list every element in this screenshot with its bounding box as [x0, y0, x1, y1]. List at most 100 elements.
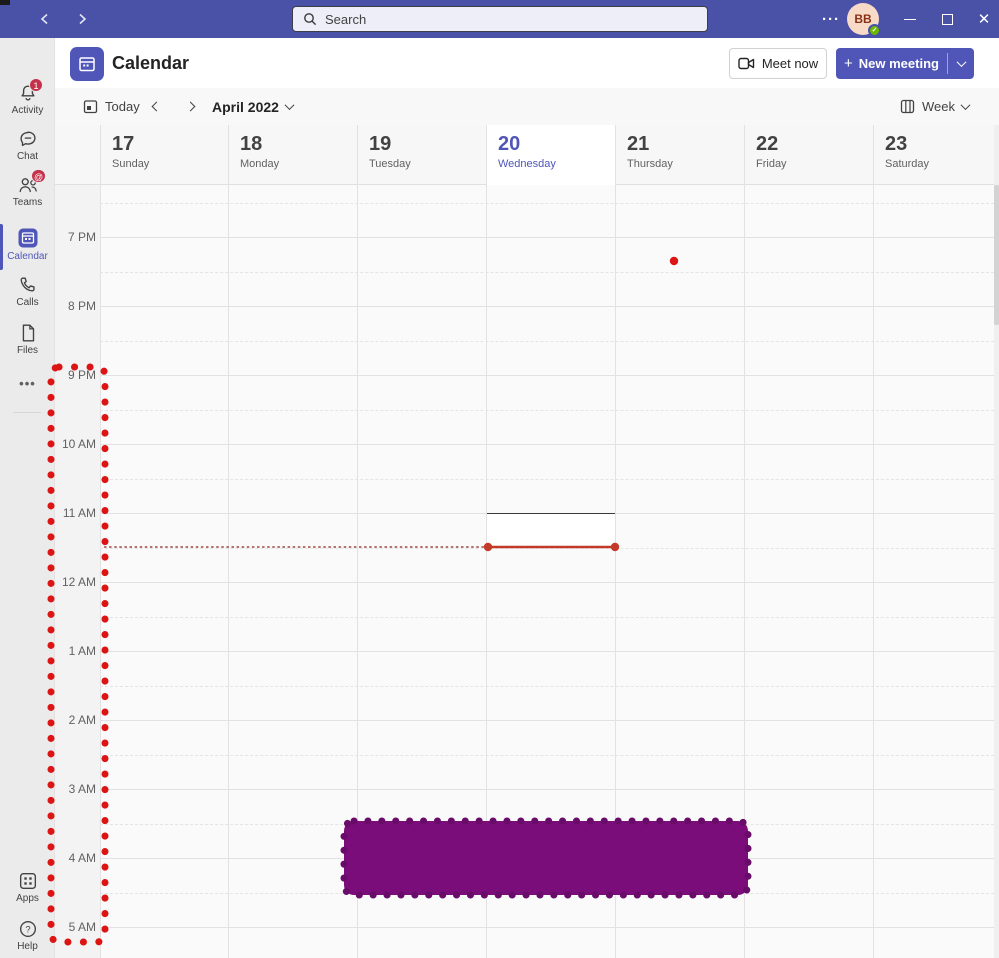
- day-name: Saturday: [885, 158, 930, 170]
- sidebar-item-calendar[interactable]: Calendar: [0, 226, 55, 262]
- next-week-button[interactable]: [178, 88, 202, 125]
- scrollbar-thumb[interactable]: [994, 185, 999, 325]
- day-number: 23: [885, 133, 908, 155]
- titlebar-more-options-button[interactable]: ···: [818, 0, 844, 38]
- today-button[interactable]: Today: [83, 88, 140, 125]
- time-label: 11 AM: [62, 506, 96, 520]
- day-header-saturday[interactable]: 23 Saturday: [873, 125, 994, 185]
- chevron-down-icon: [284, 100, 295, 111]
- split-divider: [947, 53, 948, 74]
- day-header-sunday[interactable]: 17 Sunday: [100, 125, 228, 185]
- time-label: 12 AM: [61, 575, 96, 589]
- sidebar-item-label: Files: [16, 345, 39, 356]
- date-range-picker[interactable]: April 2022: [212, 88, 295, 125]
- half-hour-line: [100, 685, 994, 687]
- hour-line: [100, 651, 994, 652]
- view-switcher-week[interactable]: Week: [900, 88, 971, 125]
- selected-time-slot[interactable]: [486, 513, 616, 548]
- activity-badge: 1: [29, 78, 43, 92]
- day-header-row: 17 Sunday 18 Monday 19 Tuesday 20 Wednes…: [55, 125, 999, 185]
- chevron-down-icon: [956, 57, 966, 68]
- chevron-right-icon: [185, 101, 195, 112]
- previous-week-button[interactable]: [144, 88, 168, 125]
- time-label: 5 AM: [68, 920, 96, 934]
- time-label: 9 PM: [67, 368, 96, 382]
- sidebar-item-apps[interactable]: Apps: [0, 870, 55, 904]
- day-header-monday[interactable]: 18 Monday: [228, 125, 357, 185]
- hour-line: [100, 927, 994, 928]
- day-header-tuesday[interactable]: 19 Tuesday: [357, 125, 486, 185]
- half-hour-line: [100, 202, 994, 204]
- hour-line: [100, 720, 994, 721]
- hour-line: [100, 375, 994, 376]
- period-label: April 2022: [212, 98, 279, 115]
- svg-text:?: ?: [25, 925, 30, 935]
- sidebar-item-files[interactable]: Files: [0, 322, 55, 356]
- window-notch: [0, 0, 10, 5]
- half-hour-line: [100, 892, 994, 894]
- back-button[interactable]: [39, 13, 51, 25]
- time-label: 10 AM: [61, 437, 96, 451]
- maximize-button[interactable]: [927, 0, 967, 38]
- search-input[interactable]: [325, 11, 665, 27]
- close-button[interactable]: ✕: [964, 0, 999, 38]
- sidebar-item-teams[interactable]: @ Teams: [0, 169, 55, 208]
- today-label: Today: [105, 99, 140, 114]
- half-hour-line: [100, 754, 994, 756]
- active-indicator: [0, 224, 3, 270]
- half-hour-line: [100, 478, 994, 480]
- hour-line: [100, 858, 994, 859]
- day-header-thursday[interactable]: 21 Thursday: [615, 125, 744, 185]
- new-meeting-dropdown-button[interactable]: [948, 48, 974, 79]
- half-hour-line: [100, 409, 994, 411]
- search-bar[interactable]: [292, 6, 708, 32]
- sidebar-item-label: Calendar: [7, 251, 48, 262]
- sidebar-item-activity[interactable]: 1 Activity: [0, 78, 55, 116]
- week-grid[interactable]: 7 PM 8 PM 9 PM 10 AM 11 AM 12 AM 1 AM 2 AM 3 AM 4…: [55, 185, 999, 958]
- time-label: 1 AM: [68, 644, 96, 658]
- hour-line: [100, 789, 994, 790]
- file-icon: [22, 324, 34, 342]
- sidebar-item-calls[interactable]: Calls: [0, 274, 55, 308]
- view-label: Week: [922, 99, 955, 114]
- day-number: 21: [627, 133, 650, 155]
- minimize-button[interactable]: [890, 0, 930, 38]
- ellipsis-icon: •••: [19, 376, 36, 391]
- half-hour-line: [100, 340, 994, 342]
- new-meeting-split-button: + New meeting: [836, 48, 974, 79]
- avatar[interactable]: BB ✓: [847, 3, 881, 37]
- hour-line: [100, 444, 994, 445]
- apps-grid-icon: [19, 872, 36, 890]
- sidebar-item-label: Apps: [16, 893, 39, 904]
- minimize-icon: [904, 18, 916, 20]
- sidebar-more-apps-button[interactable]: •••: [0, 376, 55, 391]
- sidebar-item-help[interactable]: ? Help: [0, 918, 55, 952]
- day-number: 17: [112, 133, 135, 155]
- day-number: 18: [240, 133, 263, 155]
- calendar-app-icon: [70, 47, 104, 81]
- day-name: Tuesday: [369, 158, 411, 170]
- vertical-scrollbar[interactable]: [994, 125, 999, 958]
- maximize-icon: [941, 13, 953, 25]
- day-number: 22: [756, 133, 779, 155]
- half-hour-line: [100, 823, 994, 825]
- day-name: Thursday: [627, 158, 673, 170]
- teams-mention-badge: @: [31, 169, 47, 183]
- today-icon: [83, 100, 98, 114]
- page-header: Calendar Meet now + New meeting: [55, 38, 999, 88]
- sidebar-item-chat[interactable]: Chat: [0, 128, 55, 162]
- meet-now-button[interactable]: Meet now: [729, 48, 827, 79]
- day-name: Friday: [756, 158, 787, 170]
- new-meeting-button[interactable]: + New meeting: [836, 48, 947, 79]
- forward-button[interactable]: [76, 13, 88, 25]
- day-header-friday[interactable]: 22 Friday: [744, 125, 873, 185]
- avatar-initials: BB: [854, 12, 872, 26]
- hour-line: [100, 582, 994, 583]
- main-area: Calendar Meet now + New meeting: [55, 38, 999, 958]
- plus-icon: +: [844, 55, 853, 72]
- chevron-left-icon: [151, 101, 161, 112]
- sidebar-item-label: Chat: [16, 151, 39, 162]
- meet-now-label: Meet now: [761, 56, 819, 71]
- day-header-wednesday-today[interactable]: 20 Wednesday: [486, 125, 615, 185]
- day-number: 19: [369, 133, 392, 155]
